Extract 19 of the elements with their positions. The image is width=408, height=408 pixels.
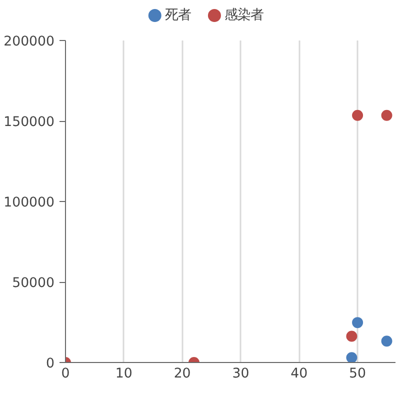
x-tick-label: 50 [349, 366, 366, 382]
x-tick-label: 20 [174, 366, 191, 382]
y-tick-label: 50000 [12, 276, 55, 291]
legend-label: 死者 [164, 8, 191, 23]
point [352, 317, 364, 328]
point [352, 110, 364, 121]
x-tick-label: 10 [115, 366, 132, 382]
point [381, 336, 392, 347]
point [381, 110, 392, 121]
y-tick-label: 150000 [4, 115, 55, 130]
y-tick-label: 0 [46, 356, 55, 372]
point [346, 330, 358, 342]
y-tick-label: 200000 [4, 34, 55, 50]
x-tick-label: 30 [232, 366, 250, 382]
point [346, 352, 358, 362]
x-tick-label: 0 [61, 366, 70, 382]
x-tick-label: 40 [290, 366, 308, 382]
legend-label: 感染者 [224, 8, 264, 23]
y-tick-label: 100000 [4, 196, 55, 210]
